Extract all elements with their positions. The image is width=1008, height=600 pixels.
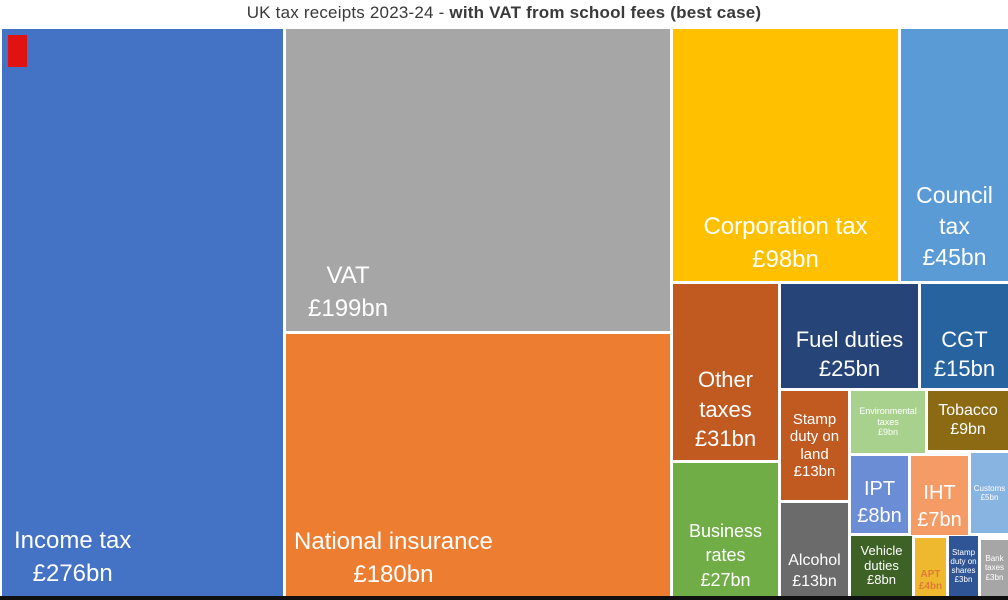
cell-other-taxes: Other taxes £31bn	[673, 284, 778, 460]
cell-stamp-duty-on-shares: Stamp duty on shares £3bn	[949, 536, 978, 596]
cell-label: Tobacco	[938, 402, 998, 420]
chart-title-emphasis: with VAT from school fees (best case)	[449, 3, 762, 22]
cell-amount: £199bn	[308, 294, 389, 322]
cell-amount: £3bn	[954, 575, 973, 585]
cell-label: National insurance	[294, 528, 493, 556]
cell-label: Customs	[973, 483, 1006, 493]
cell-label: APT	[920, 569, 941, 580]
cell-fuel-duties: Fuel duties £25bn	[781, 284, 918, 388]
cell-label: Alcohol	[788, 551, 841, 569]
cell-label: Vehicle duties	[860, 542, 903, 573]
cell-amount: £9bn	[877, 427, 899, 438]
cell-label: Corporation tax	[703, 213, 868, 241]
cell-label: Environmental taxes	[859, 406, 917, 427]
cell-label: VAT	[326, 262, 370, 290]
chart-bottom-border	[0, 596, 1008, 600]
cell-label: Stamp duty on shares	[950, 547, 977, 575]
chart-title: UK tax receipts 2023-24 - with VAT from …	[0, 3, 1008, 23]
cell-ipt: IPT £8bn	[851, 456, 908, 533]
chart-title-prefix: UK tax receipts 2023-24 -	[246, 3, 450, 22]
cell-label: IHT	[923, 482, 956, 504]
cell-cgt: CGT £15bn	[921, 284, 1008, 388]
cell-label: Bank taxes	[984, 554, 1005, 573]
cell-amount: £4bn	[918, 580, 943, 592]
cell-amount: £27bn	[700, 569, 751, 590]
cell-alcohol: Alcohol £13bn	[781, 503, 848, 596]
cell-amount: £15bn	[933, 356, 996, 382]
cell-tobacco: Tobacco £9bn	[928, 391, 1008, 450]
cell-amount: £7bn	[917, 509, 962, 531]
cell-label: Income tax	[14, 527, 132, 555]
cell-label: Stamp duty on land	[789, 411, 840, 463]
cell-label: Council tax	[916, 181, 993, 239]
cell-label: Other taxes	[697, 366, 754, 422]
cell-stamp-duty-on-land: Stamp duty on land £13bn	[781, 391, 848, 500]
cell-apt: APT £4bn	[915, 538, 946, 596]
cell-iht: IHT £7bn	[911, 456, 968, 535]
school-fees-vat-marker	[8, 35, 27, 67]
cell-label: CGT	[941, 326, 988, 352]
cell-amount: £31bn	[694, 426, 757, 452]
cell-corporation-tax: Corporation tax £98bn	[673, 29, 898, 281]
cell-amount: £8bn	[867, 572, 896, 588]
cell-business-rates: Business rates £27bn	[673, 463, 778, 596]
cell-amount: £98bn	[752, 245, 819, 273]
cell-label: Business rates	[688, 521, 763, 566]
cell-amount: £5bn	[980, 493, 999, 502]
cell-label: IPT	[863, 478, 896, 500]
cell-council-tax: Council tax £45bn	[901, 29, 1008, 281]
cell-vat: VAT £199bn	[286, 29, 670, 331]
cell-income-tax: Income tax £276bn	[2, 29, 283, 596]
cell-amount: £25bn	[818, 356, 881, 382]
cell-amount: £3bn	[985, 572, 1004, 582]
cell-vehicle-duties: Vehicle duties £8bn	[851, 536, 912, 596]
cell-amount: £13bn	[793, 462, 836, 480]
cell-bank-taxes: Bank taxes £3bn	[981, 540, 1008, 596]
cell-environmental-taxes: Environmental taxes £9bn	[851, 391, 925, 453]
cell-amount: £8bn	[857, 505, 902, 527]
cell-customs: Customs £5bn	[971, 453, 1008, 533]
cell-amount: £45bn	[922, 243, 987, 270]
cell-label: Fuel duties	[795, 326, 904, 352]
cell-amount: £276bn	[32, 559, 113, 587]
cell-amount: £9bn	[950, 420, 986, 438]
cell-amount: £180bn	[353, 560, 434, 588]
cell-national-insurance: National insurance £180bn	[286, 334, 670, 596]
cell-amount: £13bn	[792, 573, 837, 591]
